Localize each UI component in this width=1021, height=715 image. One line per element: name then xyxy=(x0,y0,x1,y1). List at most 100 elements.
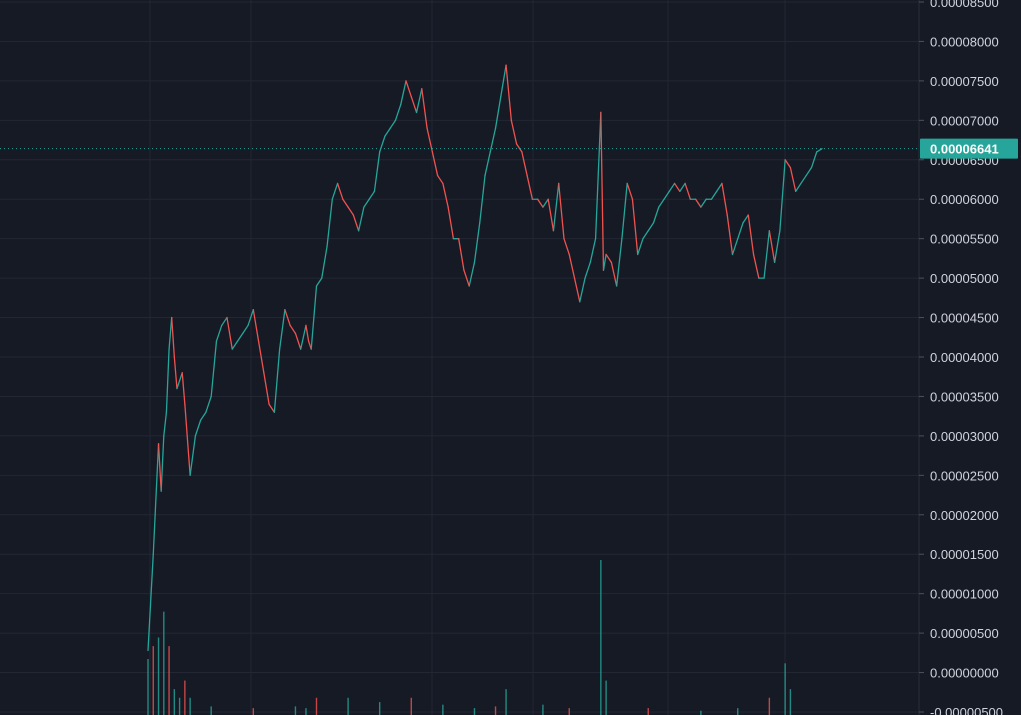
volume-bar-21 xyxy=(542,704,544,715)
volume-bar-29 xyxy=(784,663,786,715)
price-segment-77 xyxy=(515,143,523,153)
volume-bar-20 xyxy=(505,689,507,715)
price-segment-90 xyxy=(584,261,591,279)
volume-bar-28 xyxy=(768,697,771,715)
price-segment-66 xyxy=(458,238,465,271)
y-tick-label-9: 0.00004000 xyxy=(930,350,999,365)
y-tick-label-6: 0.00005500 xyxy=(930,232,999,247)
last-price-tag: 0.00006641 xyxy=(920,138,1018,159)
price-segment-20 xyxy=(221,316,228,327)
price-segment-14 xyxy=(189,435,197,476)
price-segment-8 xyxy=(171,316,175,358)
price-segment-26 xyxy=(252,309,260,342)
price-segment-17 xyxy=(205,395,212,413)
price-segment-38 xyxy=(310,285,318,350)
volume-bar-9 xyxy=(210,706,212,715)
price-segment-101 xyxy=(637,238,644,256)
price-segment-34 xyxy=(294,332,302,350)
price-segment-117 xyxy=(721,182,728,216)
y-tick-label-17: 0.00000000 xyxy=(930,666,999,681)
volume-bar-11 xyxy=(294,706,297,715)
grid-lines xyxy=(0,0,919,715)
price-segment-107 xyxy=(668,182,676,192)
price-segment-1 xyxy=(147,553,154,652)
y-tick-label-0: 0.00008500 xyxy=(930,0,999,10)
price-segment-55 xyxy=(400,80,407,106)
price-segment-30 xyxy=(273,348,281,413)
y-tick-label-1: 0.00008000 xyxy=(930,34,999,49)
y-tick-label-15: 0.00001000 xyxy=(930,587,999,602)
price-segment-28 xyxy=(263,372,270,405)
price-segment-118 xyxy=(726,214,734,256)
price-segment-15 xyxy=(194,419,202,437)
price-segment-4 xyxy=(160,435,165,492)
price-segment-87 xyxy=(568,253,576,279)
price-segment-86 xyxy=(563,238,570,256)
y-tick-label-11: 0.00003000 xyxy=(930,429,999,444)
price-segment-50 xyxy=(373,151,381,192)
price-segment-72 xyxy=(489,127,497,153)
price-segment-63 xyxy=(442,182,449,208)
price-segment-16 xyxy=(200,411,207,421)
price-segment-52 xyxy=(384,127,391,137)
price-axis[interactable]: 0.00008500 0.00008000 0.00007500 0.00007000… xyxy=(919,0,1003,715)
price-segment-126 xyxy=(768,230,776,263)
price-segment-74 xyxy=(500,64,507,98)
y-tick-label-7: 0.00005000 xyxy=(930,271,999,286)
volume-bar-30 xyxy=(789,689,792,715)
price-segment-70 xyxy=(479,174,486,224)
price-segment-59 xyxy=(421,88,428,129)
volume-bar-13 xyxy=(315,697,318,715)
price-segment-125 xyxy=(763,230,770,279)
y-tick-label-10: 0.00003500 xyxy=(930,389,999,404)
price-segment-94 xyxy=(602,253,607,271)
price-segment-54 xyxy=(394,103,402,121)
volume-bar-25 xyxy=(647,708,649,715)
price-segment-78 xyxy=(521,151,528,177)
price-segment-105 xyxy=(658,198,665,208)
price-segment-48 xyxy=(363,198,370,208)
price-segment-31 xyxy=(278,309,286,350)
price-segment-123 xyxy=(752,253,760,279)
volume-bar-19 xyxy=(494,706,497,715)
price-segment-41 xyxy=(326,198,333,248)
volume-bar-23 xyxy=(600,560,602,715)
price-segment-73 xyxy=(494,96,502,129)
price-segment-47 xyxy=(357,206,365,232)
price-segment-133 xyxy=(805,167,813,177)
price-segment-9 xyxy=(173,356,178,390)
price-segment-112 xyxy=(694,198,702,208)
price-segment-29 xyxy=(268,403,276,413)
price-segment-79 xyxy=(526,174,534,200)
price-segment-53 xyxy=(389,119,397,129)
price-segment-6 xyxy=(165,348,170,413)
price-segment-2 xyxy=(152,443,160,555)
price-segment-115 xyxy=(710,190,718,200)
price-segment-5 xyxy=(163,411,168,437)
volume-bar-4 xyxy=(168,646,170,715)
price-segment-134 xyxy=(810,151,818,169)
volume-bar-5 xyxy=(173,689,176,715)
volume-bar-18 xyxy=(473,708,476,715)
price-segment-56 xyxy=(405,80,412,98)
price-segment-108 xyxy=(673,182,681,192)
volume-bar-26 xyxy=(700,710,702,715)
price-segment-24 xyxy=(242,324,249,334)
volume-bar-12 xyxy=(305,708,307,715)
price-segment-130 xyxy=(789,167,797,192)
volume-bar-1 xyxy=(152,646,154,715)
price-segment-88 xyxy=(573,277,581,303)
y-tick-label-13: 0.00002000 xyxy=(930,508,999,523)
price-segment-62 xyxy=(436,174,444,185)
price-segment-64 xyxy=(447,206,455,240)
price-segment-95 xyxy=(605,253,613,263)
price-segment-96 xyxy=(610,261,618,287)
price-segment-122 xyxy=(747,214,755,256)
price-segment-10 xyxy=(176,380,181,390)
price-segment-61 xyxy=(431,151,439,177)
price-segment-25 xyxy=(247,309,254,327)
price-segment-12 xyxy=(181,372,186,405)
price-segment-27 xyxy=(257,340,265,374)
